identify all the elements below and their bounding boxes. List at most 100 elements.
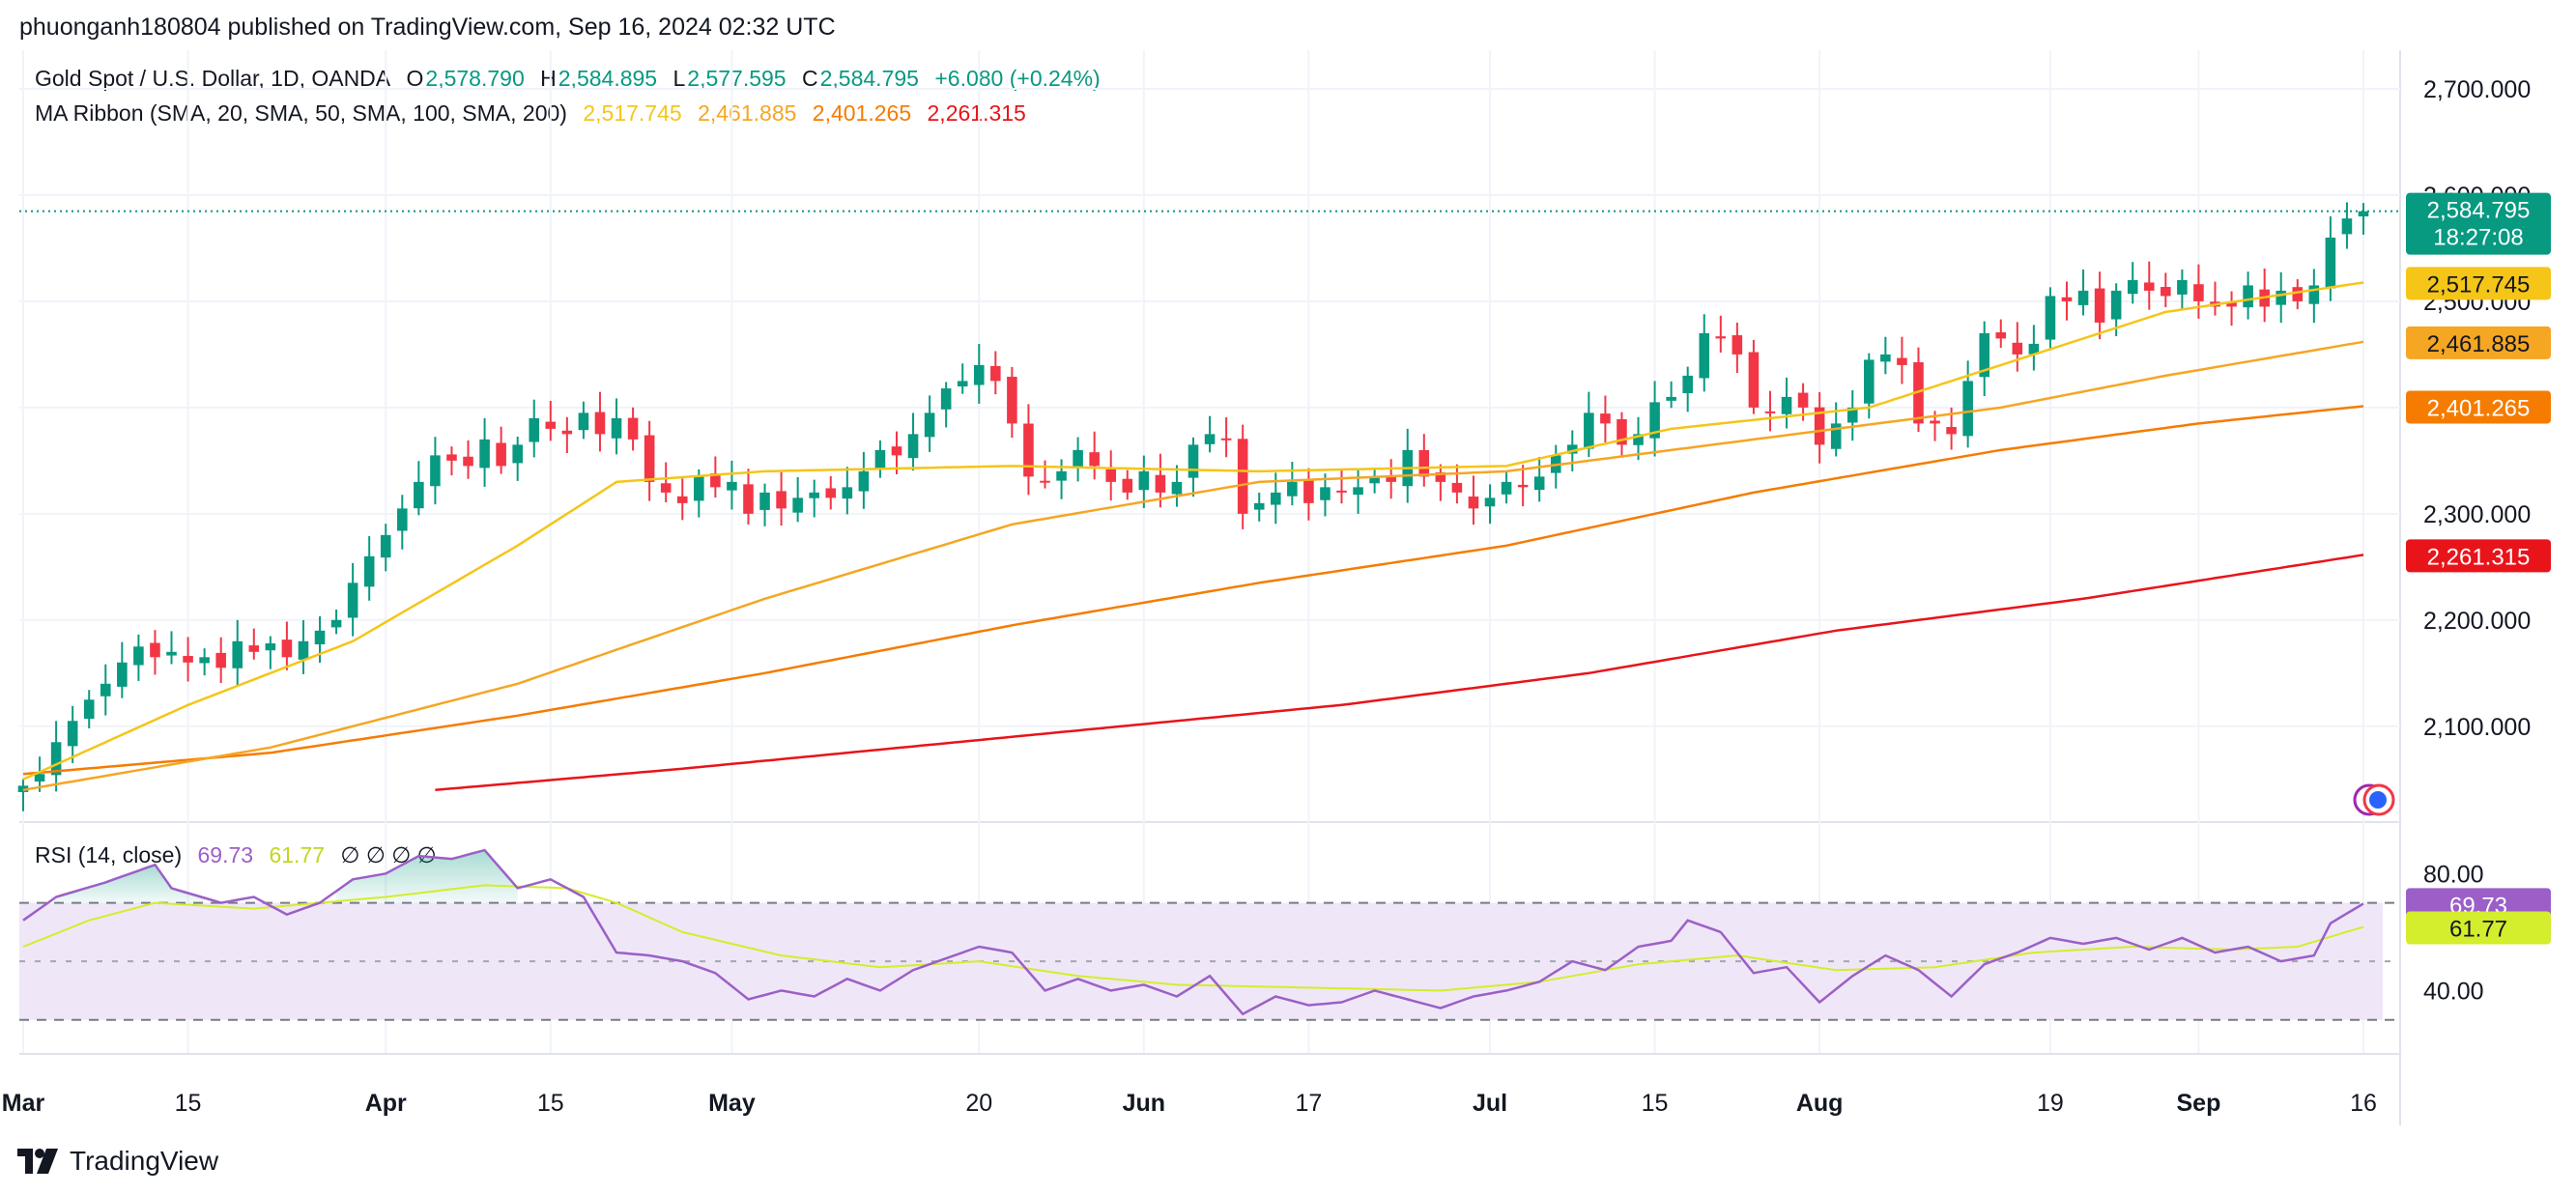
time-tick-label: Mar — [2, 1090, 45, 1117]
ma-ribbon-title[interactable]: MA Ribbon (SMA, 20, SMA, 50, SMA, 100, S… — [35, 100, 567, 126]
candle — [1237, 424, 1248, 529]
candle — [347, 562, 358, 637]
candle-body — [1814, 407, 1825, 445]
candle-body — [330, 619, 342, 628]
candle — [67, 705, 78, 763]
candle-body — [1484, 498, 1496, 507]
candle — [1550, 444, 1561, 489]
candle — [1073, 437, 1083, 482]
candle-body — [496, 442, 506, 467]
candle — [2143, 261, 2155, 310]
candle-body — [710, 473, 721, 488]
candle-body — [1220, 438, 1232, 441]
candle — [1468, 475, 1479, 526]
time-tick-label: Apr — [365, 1090, 407, 1117]
close-label: C — [802, 66, 818, 91]
candle — [578, 401, 589, 440]
candle-body — [1846, 407, 1858, 423]
candle — [1369, 469, 1380, 494]
candle-body — [743, 484, 754, 514]
candle — [1649, 381, 1660, 457]
candle — [1699, 314, 1710, 392]
candle — [1748, 339, 1760, 414]
candle-body — [1369, 476, 1380, 484]
price-tick-label: 2,700.000 — [2423, 76, 2531, 103]
candle — [1220, 417, 1232, 458]
candle — [446, 446, 457, 476]
candle-body — [1089, 452, 1100, 467]
candle — [215, 637, 226, 684]
candle — [397, 495, 408, 550]
candle-body — [1138, 470, 1150, 491]
time-tick-label: 15 — [537, 1090, 564, 1117]
candle — [83, 690, 95, 729]
price-tick-label: 2,200.000 — [2423, 608, 2531, 635]
candle — [957, 363, 968, 394]
candle — [363, 536, 375, 601]
time-tick-label: 17 — [1295, 1090, 1322, 1117]
candle-body — [463, 456, 473, 467]
candle-body — [924, 412, 935, 438]
tradingview-logo[interactable]: TradingView — [17, 1146, 218, 1177]
candle-body — [2275, 290, 2287, 305]
candle-body — [380, 534, 391, 558]
candle-body — [1204, 434, 1216, 444]
symbol-title[interactable]: Gold Spot / U.S. Dollar, 1D, OANDA — [35, 66, 391, 91]
candle-body — [1979, 332, 1989, 378]
candle-body — [479, 439, 490, 469]
candle-body — [1666, 396, 1676, 401]
candle — [660, 462, 672, 503]
candle — [430, 437, 441, 505]
ma100-price-label-bg — [2406, 390, 2551, 424]
candle-body — [1830, 423, 1842, 449]
candle-body — [1287, 481, 1298, 497]
candle — [298, 620, 309, 674]
price-legend: Gold Spot / U.S. Dollar, 1D, OANDA O2,57… — [35, 66, 1110, 92]
ma20-value: 2,517.745 — [583, 100, 682, 126]
candle-body — [1567, 444, 1578, 454]
candle-body — [67, 721, 78, 747]
candle — [1897, 336, 1907, 384]
candle-body — [1336, 490, 1347, 493]
candle-body — [561, 430, 573, 435]
high-value: 2,584.895 — [558, 66, 658, 91]
candle — [1353, 469, 1363, 514]
candle-body — [1237, 439, 1248, 514]
candle-body — [1188, 444, 1199, 478]
time-tick-label: 15 — [1642, 1090, 1669, 1117]
candle — [1056, 459, 1067, 499]
rsi-title[interactable]: RSI (14, close) — [35, 842, 183, 867]
candle-body — [2012, 342, 2023, 355]
candle-body — [2325, 237, 2336, 289]
ma20-price-label: 2,517.745 — [2406, 267, 2551, 300]
candle — [463, 440, 473, 479]
candle — [1138, 455, 1150, 509]
candle-body — [2226, 302, 2237, 307]
candle-body — [2061, 297, 2073, 301]
time-tick-label: Jun — [1123, 1090, 1165, 1117]
candle — [100, 664, 111, 716]
candle-body — [1699, 332, 1710, 379]
candle-body — [1468, 496, 1479, 509]
candle — [2193, 264, 2204, 319]
candle-body — [2110, 290, 2122, 320]
candle-body — [2308, 285, 2320, 304]
candle — [973, 344, 985, 404]
candle-body — [2358, 211, 2369, 217]
candle — [1484, 484, 1496, 525]
ma50-price-label: 2,461.885 — [2406, 326, 2551, 359]
candle-body — [1435, 471, 1446, 482]
candle-body — [1962, 381, 1973, 437]
candle-body — [50, 742, 62, 776]
ma100-price-label-text: 2,401.265 — [2427, 395, 2531, 421]
candle — [199, 648, 210, 676]
candle-body — [1122, 478, 1133, 493]
time-tick-label: 15 — [175, 1090, 202, 1117]
candle — [2259, 268, 2270, 323]
candle — [1089, 431, 1100, 480]
candle-body — [1732, 335, 1743, 355]
candle-body — [446, 454, 457, 461]
candle-body — [397, 508, 408, 531]
candle — [117, 641, 128, 698]
